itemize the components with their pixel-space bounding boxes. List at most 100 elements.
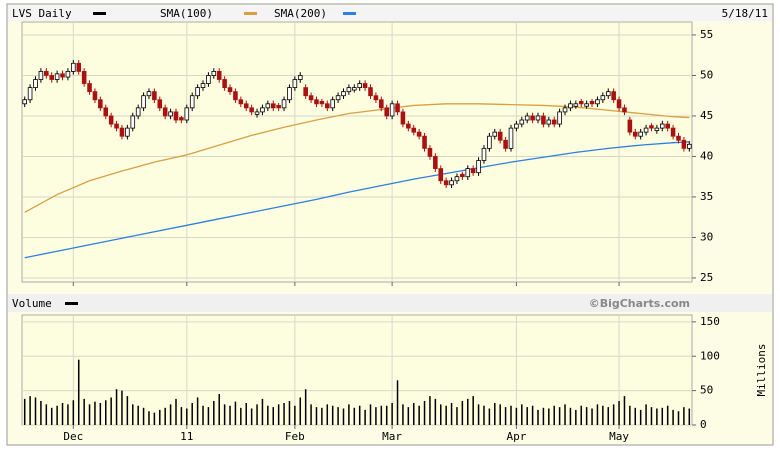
candle-body [162, 107, 168, 117]
price-header [8, 5, 772, 21]
candle-body [135, 107, 141, 117]
candle-body [600, 95, 606, 101]
candle-body [281, 99, 287, 109]
candle-body [38, 71, 44, 80]
volume-bar [429, 396, 431, 425]
volume-bar [326, 404, 329, 425]
volume-bar [434, 398, 437, 425]
volume-bar [191, 403, 193, 425]
volume-bar [250, 408, 253, 425]
volume-bar [515, 407, 518, 425]
candle-body [287, 87, 292, 101]
candle-body [681, 139, 687, 149]
legend-swatch [65, 302, 78, 305]
candle-body [108, 115, 114, 125]
volume-bar [304, 389, 307, 425]
volume-bar [315, 407, 318, 425]
candle-body [551, 119, 557, 125]
candle-body [308, 95, 314, 101]
candle-body [416, 131, 422, 137]
y-tick-label: 150 [700, 315, 720, 328]
candle-body [292, 79, 298, 89]
volume-bar [56, 405, 58, 425]
volume-bar [364, 409, 366, 425]
volume-bar [596, 404, 599, 425]
candle-body [357, 83, 362, 89]
price-plot [21, 21, 693, 283]
volume-bar [294, 405, 296, 425]
volume-bar [94, 401, 96, 425]
candle-body [665, 123, 670, 129]
candle-body [98, 99, 103, 109]
volume-bar [196, 397, 199, 425]
volume-bar [656, 408, 658, 425]
candle-body [233, 91, 238, 101]
volume-bar [353, 407, 356, 425]
volume-title: Volume [12, 297, 52, 310]
candle-body [141, 95, 146, 109]
volume-bar [483, 405, 485, 425]
volume-bar [423, 400, 426, 425]
volume-bar [396, 380, 399, 425]
candle-body [519, 119, 525, 125]
candle-body [157, 99, 163, 109]
candle-body [676, 135, 681, 141]
volume-bar [288, 400, 291, 425]
volume-bar [77, 359, 80, 425]
candle-body [476, 160, 481, 174]
y-tick-label: 40 [700, 149, 713, 162]
volume-bar [153, 412, 156, 425]
volume-bar [99, 403, 102, 425]
volume-bar [412, 403, 415, 425]
volume-bar [164, 407, 166, 425]
candle-body [260, 107, 265, 113]
volume-bar [72, 400, 75, 425]
candle-body [460, 173, 465, 178]
candle-body [200, 83, 206, 89]
candle-body [541, 115, 546, 125]
candle-body [487, 135, 492, 149]
volume-bar [207, 407, 210, 425]
candle-body [627, 119, 633, 133]
volume-bar [369, 404, 372, 425]
y-tick-label: 45 [700, 109, 713, 122]
chart-date: 5/18/11 [722, 7, 768, 20]
candle-body [33, 79, 38, 89]
candle-body [341, 91, 346, 97]
volume-bar [504, 407, 507, 425]
candle-body [687, 143, 692, 149]
volume-bar [531, 405, 534, 425]
candle-body [65, 71, 71, 78]
candle-body [643, 127, 649, 133]
candle-body [189, 95, 195, 109]
candle-body [659, 123, 665, 129]
candle-body [422, 135, 427, 149]
volume-bar [137, 405, 139, 425]
candle-body [324, 103, 330, 109]
volume-bar [110, 397, 112, 425]
volume-bar [402, 404, 404, 425]
volume-bar [639, 409, 642, 425]
volume-bar [240, 407, 242, 425]
candle-body [125, 127, 130, 137]
volume-bar [50, 407, 53, 425]
volume-bar [510, 405, 512, 425]
candle-body [395, 103, 400, 113]
candle-body [611, 91, 616, 101]
volume-bar [121, 390, 123, 425]
volume-bar [677, 411, 680, 425]
volume-bar [580, 405, 582, 425]
sma-line [24, 103, 690, 213]
candle-body [573, 103, 579, 107]
source: ©BigCharts.com [589, 297, 690, 310]
candle-body [654, 127, 660, 131]
volume-bar [634, 407, 637, 425]
candle-body [546, 119, 552, 125]
candle-body [119, 127, 125, 137]
volume-bar [418, 405, 420, 425]
volume-bar [602, 405, 604, 425]
candle-body [384, 107, 390, 117]
candle-body [265, 103, 271, 109]
candle-body [595, 99, 600, 105]
